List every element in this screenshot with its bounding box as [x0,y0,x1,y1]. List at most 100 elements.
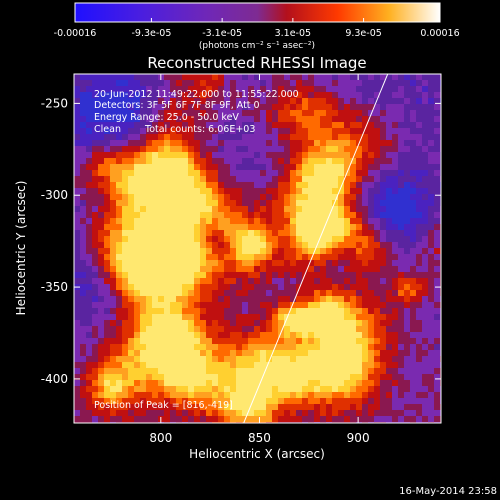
heatmap-cell [404,386,410,392]
heatmap-cell [374,296,380,302]
heatmap-cell [86,392,92,398]
heatmap-cell [146,290,152,296]
heatmap-cell [74,206,80,212]
heatmap-cell [410,290,416,296]
heatmap-cell [194,128,200,134]
heatmap-cell [86,236,92,242]
heatmap-cell [80,176,86,182]
heatmap-cell [98,146,104,152]
heatmap-cell [254,374,260,380]
heatmap-cell [350,398,356,404]
heatmap-cell [104,134,110,140]
heatmap-cell [314,254,320,260]
heatmap-cell [332,416,338,422]
heatmap-cell [98,314,104,320]
heatmap-cell [158,182,164,188]
heatmap-cell [230,164,236,170]
heatmap-cell [362,140,368,146]
heatmap-cell [404,410,410,416]
heatmap-cell [266,182,272,188]
heatmap-cell [266,314,272,320]
heatmap-cell [386,362,392,368]
annotation-detectors: Detectors: 3F 5F 6F 7F 8F 9F, Att 0 [94,100,260,111]
heatmap-cell [104,332,110,338]
heatmap-cell [272,356,278,362]
heatmap-cell [164,188,170,194]
heatmap-cell [332,212,338,218]
heatmap-cell [344,242,350,248]
heatmap-cell [230,260,236,266]
heatmap-cell [260,290,266,296]
heatmap-cell [392,338,398,344]
heatmap-cell [218,272,224,278]
heatmap-cell [404,236,410,242]
heatmap-cell [182,356,188,362]
heatmap-cell [122,128,128,134]
heatmap-cell [80,368,86,374]
heatmap-cell [350,260,356,266]
heatmap-cell [98,296,104,302]
heatmap-cell [110,308,116,314]
heatmap-cell [428,380,434,386]
heatmap-cell [332,116,338,122]
heatmap-cell [380,80,386,86]
heatmap-cell [86,116,92,122]
heatmap-cell [404,326,410,332]
heatmap-cell [296,416,302,422]
heatmap-cell [146,176,152,182]
heatmap-cell [278,80,284,86]
heatmap-cell [284,110,290,116]
heatmap-cell [122,332,128,338]
heatmap-cell [386,368,392,374]
heatmap-cell [338,302,344,308]
colorbar-tick-label: 3.1e-05 [275,28,311,39]
heatmap-cell [362,338,368,344]
heatmap-cell [158,86,164,92]
heatmap-cell [212,92,218,98]
heatmap-cell [362,302,368,308]
heatmap-cell [332,320,338,326]
heatmap-cell [254,230,260,236]
heatmap-cell [188,176,194,182]
heatmap-cell [92,326,98,332]
heatmap-cell [344,152,350,158]
heatmap-cell [116,158,122,164]
heatmap-cell [320,128,326,134]
heatmap-cell [164,86,170,92]
heatmap-cell [290,188,296,194]
heatmap-cell [122,176,128,182]
heatmap-cell [164,176,170,182]
heatmap-cell [134,260,140,266]
heatmap-cell [350,104,356,110]
heatmap-cell [92,158,98,164]
heatmap-cell [218,350,224,356]
heatmap-cell [188,110,194,116]
heatmap-cell [434,326,440,332]
heatmap-cell [110,224,116,230]
heatmap-cell [170,170,176,176]
heatmap-cell [362,206,368,212]
heatmap-cell [404,200,410,206]
heatmap-cell [422,104,428,110]
heatmap-cell [428,356,434,362]
heatmap-cell [398,350,404,356]
heatmap-cell [146,104,152,110]
heatmap-cell [404,218,410,224]
heatmap-cell [248,122,254,128]
heatmap-cell [278,158,284,164]
heatmap-cell [338,146,344,152]
heatmap-cell [194,404,200,410]
heatmap-cell [344,206,350,212]
heatmap-cell [122,158,128,164]
heatmap-cell [182,164,188,170]
heatmap-cell [164,254,170,260]
heatmap-cell [344,362,350,368]
heatmap-cell [140,380,146,386]
heatmap-cell [332,284,338,290]
heatmap-cell [110,404,116,410]
heatmap-cell [422,320,428,326]
heatmap-cell [152,266,158,272]
heatmap-cell [194,338,200,344]
heatmap-cell [368,386,374,392]
heatmap-cell [248,302,254,308]
